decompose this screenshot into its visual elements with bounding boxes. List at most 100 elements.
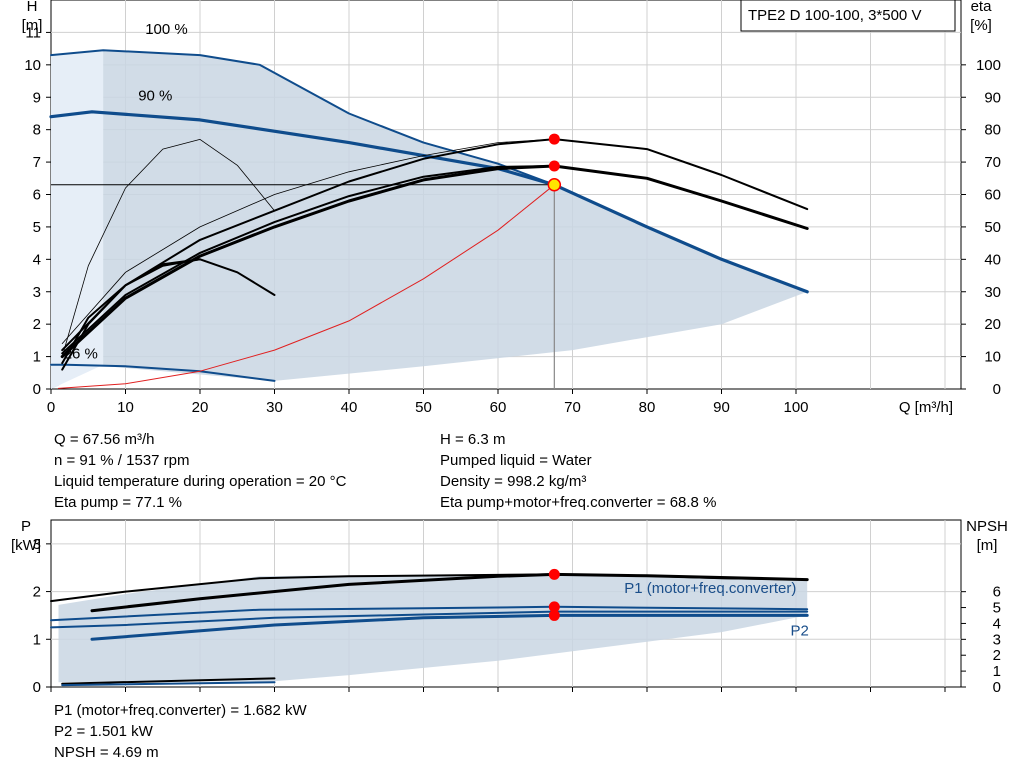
y-right-axis-label-2: [%] (970, 17, 992, 34)
series-label-p2: P2 (791, 623, 809, 640)
x-tick-label: 20 (192, 399, 209, 416)
y-right-axis-label-1: eta (971, 0, 993, 15)
series-p2-100 (50, 605, 809, 622)
speed-label-26: 26 % (64, 345, 98, 362)
x-tick-label: 10 (117, 399, 134, 416)
operating-point-2 (548, 601, 560, 613)
y-right-tick-label: 20 (984, 316, 1001, 333)
result-eta-pump: Eta pump = 77.1 % (54, 494, 182, 511)
y-right-tick-label: 30 (984, 284, 1001, 301)
y-right-tick-label: 10 (984, 349, 1001, 366)
series-26 (50, 363, 276, 382)
result-speed: n = 91 % / 1537 rpm (54, 452, 190, 469)
y-right-tick-label: 4 (993, 615, 1001, 632)
result-density: Density = 998.2 kg/m³ (440, 473, 587, 490)
series-eta-pump-90 (60, 164, 809, 359)
result-liquid-temperature: Liquid temperature during operation = 20… (54, 473, 347, 490)
y-left-tick-label: 2 (33, 316, 41, 333)
series-label-p1-motor-freq-converter: P1 (motor+freq.converter) (624, 580, 796, 597)
operating-range-area (58, 574, 808, 683)
y-right-axis-label-1: NPSH (966, 518, 1008, 535)
y-right-tick-label: 5 (993, 600, 1001, 617)
y-right-tick-label: 60 (984, 187, 1001, 204)
result-eta-total: Eta pump+motor+freq.converter = 68.8 % (440, 494, 717, 511)
x-tick-label: 0 (47, 399, 55, 416)
y-left-tick-label: 3 (33, 284, 41, 301)
result-p2: P2 = 1.501 kW (54, 723, 153, 740)
results-top-left: Q = 67.56 m³/h n = 91 % / 1537 rpm Liqui… (54, 429, 346, 513)
y-left-tick-label: 2 (33, 584, 41, 601)
x-tick-label: 80 (639, 399, 656, 416)
y-left-axis-label-1: H (27, 0, 38, 15)
y-right-tick-label: 0 (993, 381, 1001, 398)
series-eta-thin (61, 139, 275, 357)
series-eta-low-speed-1 (61, 258, 276, 371)
result-p1: P1 (motor+freq.converter) = 1.682 kW (54, 702, 307, 719)
y-right-tick-label: 70 (984, 154, 1001, 171)
series-p2-alt (50, 610, 809, 629)
result-pumped-liquid: Pumped liquid = Water (440, 452, 592, 469)
series-p1-90 (90, 572, 809, 613)
series-eta-thin-2 (61, 138, 555, 344)
y-left-tick-label: 10 (24, 57, 41, 74)
y-left-tick-label: 11 (25, 24, 41, 41)
series-system-curve (58, 184, 555, 389)
chart-title: TPE2 D 100-100, 3*500 V (748, 7, 921, 24)
y-right-tick-label: 0 (993, 679, 1001, 696)
y-left-axis-label-1: P (21, 518, 31, 535)
results-bottom: P1 (motor+freq.converter) = 1.682 kW P2 … (54, 700, 307, 763)
y-left-tick-label: 8 (33, 122, 41, 139)
series-p2-90 (90, 613, 809, 641)
result-npsh: NPSH = 4.69 m (54, 744, 159, 761)
series-eta-pump-100 (61, 138, 809, 352)
x-axis-label: Q [m³/h] (899, 399, 953, 416)
operating-point-3 (547, 178, 562, 192)
y-right-tick-label: 100 (976, 57, 1001, 74)
y-left-tick-label: 3 (33, 536, 41, 553)
x-tick-label: 100 (783, 399, 808, 416)
y-right-tick-label: 50 (984, 219, 1001, 236)
x-tick-label: 30 (266, 399, 283, 416)
result-head: H = 6.3 m (440, 431, 506, 448)
results-top-right: H = 6.3 m Pumped liquid = Water Density … (440, 429, 716, 513)
chart-title-box (740, 0, 956, 32)
y-left-tick-label: 4 (33, 251, 41, 268)
x-tick-label: 40 (341, 399, 358, 416)
operating-point-2 (548, 160, 560, 172)
x-tick-label: 90 (713, 399, 730, 416)
y-left-tick-label: 1 (33, 349, 41, 366)
y-left-tick-label: 7 (33, 154, 41, 171)
operating-range-low-flow (51, 50, 104, 389)
y-left-tick-label: 0 (33, 679, 41, 696)
series-eta-low-speed-2 (61, 258, 201, 365)
x-tick-label: 70 (564, 399, 581, 416)
y-left-tick-label: 1 (33, 631, 41, 648)
series-eta-pump-90-b (61, 165, 556, 355)
y-right-tick-label: 90 (984, 89, 1001, 106)
y-left-tick-label: 6 (33, 187, 41, 204)
y-right-tick-label: 6 (993, 584, 1001, 601)
y-right-tick-label: 80 (984, 122, 1001, 139)
x-tick-label: 50 (415, 399, 432, 416)
y-right-tick-label: 1 (993, 663, 1001, 680)
y-left-tick-label: 0 (33, 381, 41, 398)
series-p1-low (61, 677, 276, 685)
y-right-tick-label: 2 (993, 647, 1001, 664)
y-right-axis-label-2: [m] (977, 537, 998, 554)
y-right-tick-label: 3 (993, 631, 1001, 648)
operating-point-1 (548, 568, 560, 580)
y-left-axis-label-2: [kW] (11, 537, 41, 554)
result-flow: Q = 67.56 m³/h (54, 431, 155, 448)
head-efficiency-chart: 0 10 20 30 40 50 60 70 80 90 100 0 1 2 3 4 5 6 7 8 9 10 11 0 10 2… (22, 0, 1001, 416)
speed-label-100: 100 % (145, 21, 188, 38)
y-right-tick-label: 40 (984, 251, 1001, 268)
operating-point-1 (548, 133, 560, 145)
operating-range-area (51, 50, 808, 389)
series-p-low (61, 681, 276, 687)
y-left-axis-label-2: [m] (22, 17, 43, 34)
operating-point-3 (548, 609, 560, 621)
y-left-tick-label: 5 (33, 219, 41, 236)
y-left-tick-label: 9 (33, 89, 41, 106)
